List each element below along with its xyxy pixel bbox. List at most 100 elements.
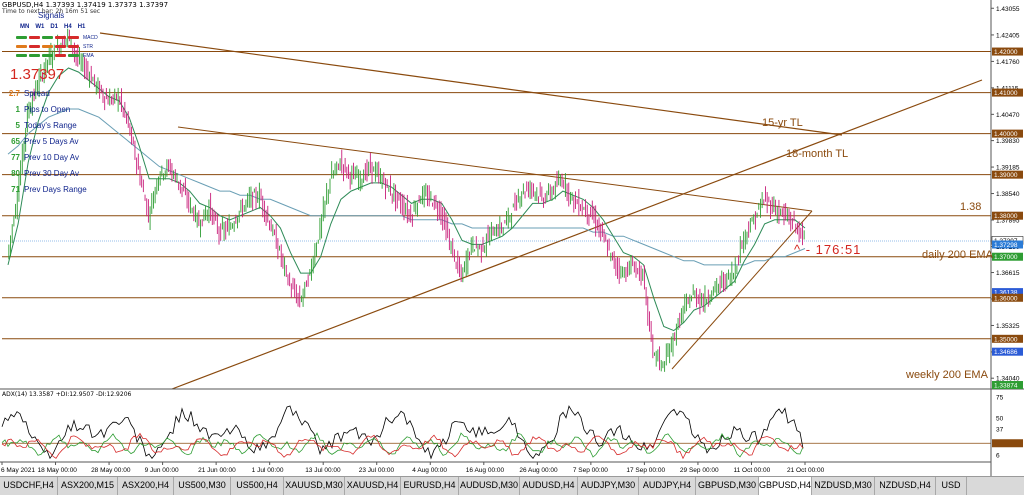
time-tick-label: 29 Sep 00:00 <box>680 467 719 474</box>
time-tick-label: 16 Aug 00:00 <box>466 467 505 474</box>
adx-indicator-label: ADX(14) 13.3587 +DI:12.9507 -DI:12.9206 <box>2 391 132 398</box>
signals-row: MACD <box>16 33 98 42</box>
signal-indicator-cell <box>29 54 40 57</box>
price-tag-label: 1.40000 <box>994 131 1018 138</box>
ema-short-line <box>7 67 806 332</box>
chart-tab[interactable]: ASX200,M15 <box>58 477 118 495</box>
price-tag-label: 1.37000 <box>994 254 1018 261</box>
price-tag <box>992 288 1023 297</box>
time-tick-label: 28 May 00:00 <box>91 467 131 474</box>
price-tag-label: 1.38000 <box>994 213 1018 220</box>
signal-indicator-cell <box>16 36 27 39</box>
price-tag <box>992 293 1023 302</box>
trendline-18month <box>171 79 983 390</box>
signals-timeframe-label: D1 <box>50 24 59 30</box>
price-tick-label: 1.39830 <box>996 138 1020 145</box>
price-tag-label: 1.42000 <box>994 49 1018 56</box>
info-panel-label: Prev 30 Day Av <box>24 169 79 178</box>
time-tick-label: 23 Jul 00:00 <box>359 467 395 474</box>
signal-indicator-cell <box>16 54 27 57</box>
chart-tab[interactable]: AUDJPY,M30 <box>578 477 639 495</box>
time-tick-label: 21 Jun 00:00 <box>198 467 236 474</box>
info-panel-value: 5 <box>15 121 20 130</box>
time-tick-label: 7 Sep 00:00 <box>573 467 608 474</box>
time-tick-label: 13 Jul 00:00 <box>305 467 341 474</box>
price-tag-label: 1.33874 <box>994 383 1018 390</box>
signal-indicator-cell <box>55 54 66 57</box>
chart-tab[interactable]: ASX200,H4 <box>118 477 174 495</box>
signal-indicator-cell <box>42 54 53 57</box>
chart-tab[interactable]: USD <box>936 477 967 495</box>
trendline-upper <box>177 126 813 212</box>
adx-tick-label: 50 <box>996 416 1004 423</box>
signal-indicator-cell <box>55 36 66 39</box>
chart-tab[interactable]: GBPUSD,M30 <box>696 477 759 495</box>
chart-tab[interactable]: US500,H4 <box>231 477 284 495</box>
plus-di-line <box>1 432 804 458</box>
info-panel-value: 71 <box>11 185 20 194</box>
price-tick-label: 1.43055 <box>996 6 1020 13</box>
price-tick-label: 1.34040 <box>996 376 1020 383</box>
chart-tab[interactable]: XAUUSD,H4 <box>345 477 401 495</box>
price-tick-label: 1.38540 <box>996 191 1020 198</box>
signals-timeframe-label: MN <box>20 24 30 30</box>
signal-indicator-cell <box>68 54 79 57</box>
price-tick-label: 1.42405 <box>996 32 1020 39</box>
signal-indicator-cell <box>42 45 53 48</box>
info-panel-value: 2.7 <box>8 89 20 98</box>
info-panel-value: 65 <box>11 137 20 146</box>
adx-tick-label: 37 <box>996 427 1004 434</box>
signals-row-name: STR <box>83 43 93 50</box>
time-tick-label: 1 Jul 00:00 <box>252 467 284 474</box>
adx-line <box>1 405 804 460</box>
info-panel-row: 65 Prev 5 Days Av <box>6 137 78 146</box>
price-tag <box>992 47 1023 56</box>
adx-tick-label: 6 <box>996 452 1000 459</box>
trendline-15yr <box>99 32 843 136</box>
price-tick-label: 1.37895 <box>996 218 1020 225</box>
time-tick-label: 17 Sep 00:00 <box>626 467 665 474</box>
signals-title: Signals <box>38 11 65 20</box>
price-tag <box>992 252 1023 261</box>
signal-indicator-cell <box>55 45 66 48</box>
time-tick-label: 21 Oct 00:00 <box>787 467 825 474</box>
price-tag-label: 1.36000 <box>994 295 1018 302</box>
price-tag <box>992 347 1023 356</box>
info-panel-label: Spread <box>24 89 50 98</box>
chart-tab[interactable]: XAUUSD,M30 <box>284 477 345 495</box>
price-tag <box>992 129 1023 138</box>
chart-tab[interactable]: NZDUSD,H4 <box>875 477 936 495</box>
info-panel-row: 2.7 Spread <box>6 89 50 98</box>
signals-timeframe-label: W1 <box>35 24 45 30</box>
info-panel-row: 1 Pips to Open <box>6 105 71 114</box>
signal-indicator-cell <box>29 36 40 39</box>
price-tick-label: 1.41760 <box>996 59 1020 66</box>
info-panel-label: Prev 10 Day Av <box>24 153 79 162</box>
time-tick-label: 18 May 00:00 <box>38 467 78 474</box>
price-tick-label: 1.35325 <box>996 323 1020 330</box>
chart-tab[interactable]: NZDUSD,M30 <box>812 477 875 495</box>
chart-area[interactable]: 75503720.00006 1.430551.424051.417601.41… <box>0 0 1024 476</box>
trendline-wedge <box>671 210 813 370</box>
info-panel-value: 77 <box>11 153 20 162</box>
chart-tab[interactable]: EURUSD,H4 <box>401 477 459 495</box>
price-tag-label: 1.37298 <box>994 242 1018 249</box>
chart-tab[interactable]: GBPUSD,H4 <box>759 477 812 495</box>
info-panel-label: Pips to Open <box>24 105 71 114</box>
chart-tab-bar: USDCHF,H4 ASX200,M15 ASX200,H4 US500,M30 US5… <box>0 476 1024 495</box>
chart-tab[interactable]: USDCHF,H4 <box>0 477 58 495</box>
chart-tab[interactable]: US500,M30 <box>174 477 231 495</box>
chart-tab[interactable]: AUDUSD,M30 <box>459 477 520 495</box>
price-tag <box>992 334 1023 343</box>
time-tick-label: 9 Jun 00:00 <box>145 467 179 474</box>
price-tag-label: 1.34686 <box>994 349 1018 356</box>
price-tag-label: 1.41000 <box>994 90 1018 97</box>
signals-timeframe-label: H1 <box>77 24 86 30</box>
price-tag <box>992 211 1023 220</box>
info-panel-label: Today's Range <box>24 121 77 130</box>
info-panel-row: 77 Prev 10 Day Av <box>6 153 79 162</box>
chart-tab[interactable]: AUDJPY,H4 <box>639 477 696 495</box>
time-tick-label: 26 Aug 00:00 <box>519 467 558 474</box>
signal-indicator-cell <box>68 36 79 39</box>
chart-tab[interactable]: AUDUSD,H4 <box>520 477 578 495</box>
